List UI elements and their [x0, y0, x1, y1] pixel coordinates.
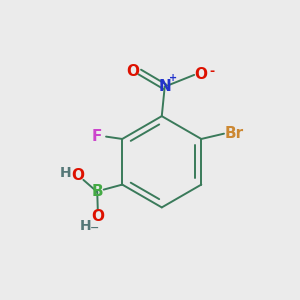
Text: +: +	[169, 73, 177, 83]
Text: O: O	[72, 168, 85, 183]
Text: −: −	[90, 223, 99, 233]
Text: Br: Br	[225, 126, 244, 141]
Text: B: B	[92, 184, 103, 200]
Text: F: F	[92, 129, 102, 144]
Text: H: H	[60, 167, 71, 180]
Text: O: O	[194, 68, 207, 82]
Text: -: -	[209, 65, 214, 79]
Text: H: H	[80, 219, 92, 233]
Text: N: N	[158, 79, 171, 94]
Text: O: O	[127, 64, 140, 80]
Text: O: O	[91, 209, 104, 224]
